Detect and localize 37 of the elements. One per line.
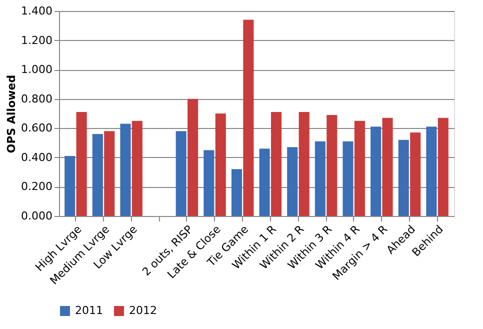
bar (314, 141, 326, 216)
y-tick-label: 1.000 (21, 63, 52, 76)
bar (188, 98, 198, 216)
bar (287, 147, 298, 216)
y-axis-title: OPS Allowed (5, 74, 18, 154)
y-tick-label: 0.800 (21, 92, 52, 106)
bar (398, 140, 409, 216)
bar (76, 112, 87, 216)
bar (120, 124, 131, 216)
y-tick-label: 1.200 (21, 34, 52, 47)
y-tick-label: 0.200 (21, 180, 52, 194)
bar (215, 114, 226, 216)
legend-label: 2012 (129, 304, 157, 317)
bar (326, 114, 338, 216)
legend-label: 2011 (75, 304, 103, 317)
bar (231, 169, 242, 216)
y-tick-label: 1.400 (21, 4, 52, 18)
bar (270, 112, 282, 216)
bar (370, 126, 382, 216)
bar (438, 118, 448, 216)
y-tick-label: 0.000 (21, 210, 52, 222)
y-tick-label: 0.600 (21, 122, 52, 135)
bar (298, 112, 310, 216)
bar (204, 150, 214, 216)
bar (176, 131, 186, 216)
bar (104, 131, 115, 216)
y-tick-label: 0.400 (21, 150, 52, 164)
bar (132, 120, 142, 216)
bar (426, 126, 437, 216)
bar (259, 148, 270, 216)
bar (243, 20, 254, 216)
bar (64, 156, 76, 216)
bar (382, 118, 393, 216)
bar (92, 134, 103, 216)
bar (410, 132, 421, 216)
bar (342, 141, 354, 216)
bar (354, 120, 365, 216)
